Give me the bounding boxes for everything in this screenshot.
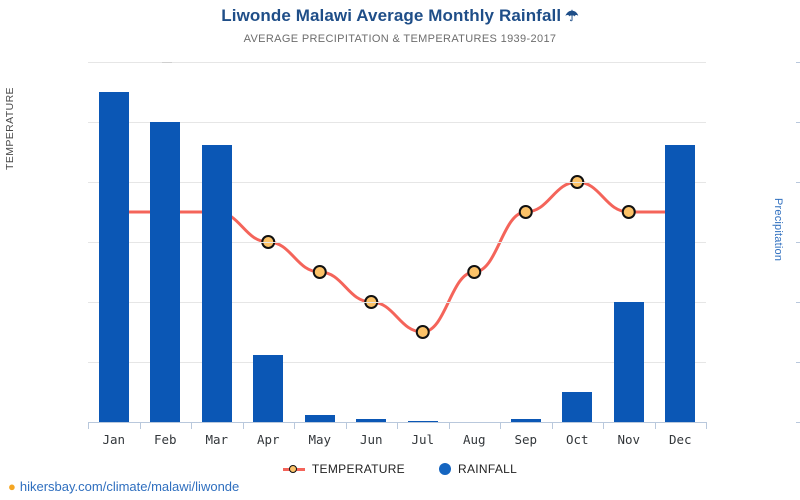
rainfall-bar[interactable] [253, 354, 284, 422]
x-axis-tick [551, 422, 553, 429]
temperature-line [112, 180, 682, 334]
temperature-point[interactable]: Jul: 25 °C [415, 325, 430, 339]
right-axis-tick [796, 122, 800, 123]
right-axis-tick [796, 182, 800, 183]
legend-item-rainfall[interactable]: RAINFALL [439, 462, 517, 476]
x-axis-label: Sep [514, 432, 538, 447]
x-axis-tick [294, 422, 295, 429]
rain-cloud-icon: ☂ [565, 8, 579, 25]
x-axis-tick [88, 422, 89, 429]
x-axis-label: May [308, 432, 332, 447]
x-axis-tick [448, 422, 450, 429]
gridline [88, 122, 706, 123]
gridline [88, 182, 706, 183]
rainfall-bar[interactable] [98, 92, 129, 422]
right-axis-tick [796, 242, 800, 243]
x-axis-tick [706, 422, 707, 429]
x-axis-label: Jun [359, 432, 383, 447]
map-pin-icon: ● [8, 479, 16, 494]
right-axis-tick [796, 62, 800, 63]
temperature-point[interactable]: Aug: 27 °C [467, 265, 482, 279]
right-axis-tick [796, 362, 800, 363]
source-url: hikersbay.com/climate/malawi/liwonde [19, 479, 240, 494]
rainfall-bar[interactable] [304, 414, 335, 422]
x-axis-tick [242, 422, 244, 429]
x-axis-tick [191, 422, 192, 429]
gridline [88, 242, 706, 243]
source-footer[interactable]: ● hikersbay.com/climate/malawi/liwonde [8, 479, 239, 494]
rainfall-bar[interactable] [665, 144, 696, 422]
x-axis-tick [500, 422, 501, 429]
x-axis-label: Feb [153, 432, 177, 447]
x-axis-tick [139, 422, 141, 429]
x-axis-label: Jul [411, 432, 435, 447]
rainfall-bar[interactable] [201, 144, 232, 422]
rainfall-bar[interactable] [510, 419, 541, 422]
rainfall-bar[interactable] [356, 419, 387, 422]
right-axis-title: Precipitation [772, 198, 784, 262]
page-title-text: Liwonde Malawi Average Monthly Rainfall [221, 6, 562, 25]
legend-item-temperature[interactable]: TEMPERATURE [282, 462, 405, 476]
x-axis-label: Dec [668, 432, 692, 447]
x-axis-tick [654, 422, 656, 429]
page-subtitle: AVERAGE PRECIPITATION & TEMPERATURES 193… [243, 33, 557, 45]
gridline [88, 62, 706, 63]
chart-legend: TEMPERATURE RAINFALL [0, 462, 800, 476]
page-title: Liwonde Malawi Average Monthly Rainfall ☂ [0, 6, 800, 26]
rainfall-marker-icon [439, 463, 451, 475]
temperature-point[interactable]: May: 27 °C [312, 265, 327, 279]
left-axis-tick [162, 62, 172, 63]
legend-label-temperature: TEMPERATURE [311, 462, 405, 476]
left-axis-title: TEMPERATURE [4, 87, 16, 170]
right-axis-tick [796, 422, 800, 423]
right-axis-tick [796, 302, 800, 303]
temperature-point[interactable]: Sep: 29 °C [518, 205, 533, 219]
gridline [88, 302, 706, 303]
rainfall-bar[interactable] [613, 302, 644, 422]
gridline [88, 362, 706, 363]
legend-label-rainfall: RAINFALL [458, 462, 518, 476]
plot-area: Jan: 29 °CFeb: 29 °CMar: 29 °CApr: 28 °C… [88, 62, 800, 429]
rainfall-bar[interactable] [562, 392, 593, 422]
temperature-point[interactable]: Nov: 29 °C [621, 205, 636, 219]
rainfall-bar[interactable] [407, 420, 438, 422]
temperature-marker-icon [282, 463, 305, 475]
x-axis-tick [345, 422, 347, 429]
x-axis-tick [603, 422, 604, 429]
x-axis-label: Mar [205, 432, 229, 447]
x-axis-label: Nov [617, 432, 641, 447]
x-axis-label: Oct [565, 432, 589, 447]
x-axis-label: Apr [256, 432, 280, 447]
x-axis-label: Aug [462, 432, 486, 447]
x-axis-label: Jan [102, 432, 126, 447]
rainfall-bar[interactable] [150, 122, 181, 422]
x-axis-tick [397, 422, 398, 429]
